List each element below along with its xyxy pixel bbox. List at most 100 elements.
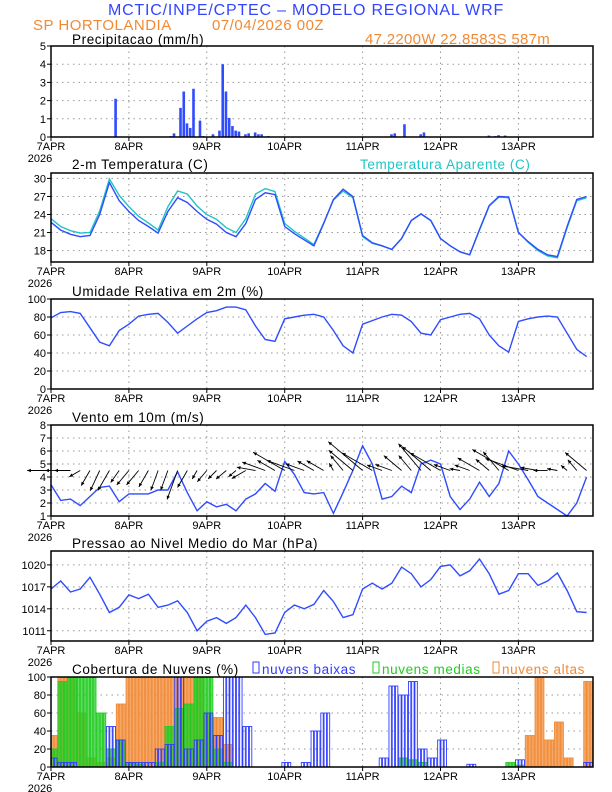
y-tick-label: 80 [34, 312, 46, 324]
x-tick-label: 10APR [267, 771, 302, 783]
high-cloud-bar [138, 676, 142, 768]
wind-title: Vento em 10m (m/s) [72, 410, 204, 425]
low-cloud-bar [385, 757, 389, 768]
high-cloud-bar [537, 676, 542, 768]
precip-bar [260, 134, 263, 137]
wind-arrow-head [285, 463, 290, 467]
high-cloud-bar [557, 721, 561, 768]
pressure-panel: 1011 1014 1017 1020 7APR 8APR 9APR 10APR 11APR 12… [22, 550, 594, 669]
high-cloud-bar [570, 757, 574, 768]
y-tick-label: 3 [40, 485, 46, 497]
high-clouds-legend-swatch [492, 661, 500, 674]
station-name: SP HORTOLANDIA [33, 17, 172, 34]
y-tick-label: 5 [40, 459, 46, 471]
precip-frame [50, 45, 594, 138]
x-tick-label: 10APR [267, 520, 302, 532]
wind-arrow-head [197, 477, 201, 482]
x-tick-label: 10APR [267, 266, 302, 278]
y-tick-label: 60 [34, 330, 46, 342]
wind-arrow-head [231, 475, 236, 479]
wind-arrow [89, 470, 101, 491]
precip-bar [179, 107, 182, 137]
precip-bar [390, 134, 393, 137]
x-tick-label: 13APR [501, 393, 536, 405]
low-cloud-bar [411, 681, 415, 768]
y-tick-label: 30 [34, 173, 46, 185]
x-year-label: 2026 [28, 532, 52, 544]
wind-arrow [266, 460, 295, 471]
temp-line-1 [50, 177, 587, 259]
x-tick-label: 13APR [501, 520, 536, 532]
x-tick-label: 12APR [423, 771, 458, 783]
high-cloud-bar [524, 735, 529, 768]
wind-arrow-head [547, 467, 551, 471]
wind-arrow-head [565, 452, 569, 457]
x-tick-label: 12APR [423, 141, 458, 153]
low-cloud-bar [248, 726, 253, 768]
wind-arrow-head [330, 455, 335, 460]
wind-arrow-head [375, 464, 380, 468]
rh-panel: 0 20 40 60 80 100 7APR 8APR 9APR 10APR 11APR 12APR 1… [28, 294, 594, 417]
clouds-title: Cobertura de Nuvens (%) [72, 662, 239, 677]
precip-bar [237, 131, 241, 137]
wind-arrow-head [97, 486, 102, 491]
wind-arrow [328, 449, 354, 471]
low-cloud-bar [323, 712, 327, 768]
wind-frame [50, 424, 594, 517]
y-tick-label: 4 [40, 472, 46, 484]
precip-bar [257, 134, 260, 137]
x-year-label: 2026 [28, 153, 52, 165]
wind-arrow-head [328, 450, 333, 454]
low-cloud-bar [320, 712, 324, 768]
precip-bar [221, 64, 225, 137]
wind-arrow [457, 457, 480, 471]
wind-arrow [383, 455, 402, 471]
wind-arrow-head [567, 459, 572, 464]
x-tick-label: 8APR [115, 771, 144, 783]
wind-arrow-head [561, 465, 565, 469]
clouds-frame [50, 676, 594, 768]
low-cloud-bar [232, 676, 237, 768]
mid-cloud-bar [60, 681, 64, 768]
y-tick-label: 40 [34, 726, 46, 738]
low-cloud-bar [382, 757, 386, 768]
high-cloud-bar [563, 757, 568, 768]
wind-arrow [166, 470, 179, 500]
wind-arrow [398, 443, 422, 471]
precip-bar [422, 132, 426, 137]
y-tick-label: 7 [40, 433, 46, 445]
low-cloud-bar [235, 676, 240, 768]
mid-cloud-bar [102, 712, 107, 768]
mid-cloud-bar [93, 676, 97, 768]
x-tick-label: 11APR [346, 771, 380, 783]
wind-arrow-head [483, 451, 487, 456]
wind-arrow-head [383, 455, 388, 460]
low-cloud-bar [242, 726, 246, 768]
wind-arrow-head [228, 473, 233, 477]
mid-cloud-bar [99, 712, 103, 768]
low-cloud-bar [440, 739, 444, 768]
low-cloud-bar [317, 730, 321, 768]
precip-bar [227, 117, 231, 137]
low-cloud-bar [245, 726, 249, 768]
y-tick-label: 2 [40, 96, 46, 108]
y-tick-label: 0 [40, 384, 46, 396]
temp-panel: 18 21 24 27 30 7APR 8APR 9APR 10APR 11APR 12APR 13A… [28, 172, 594, 290]
low-cloud-bar [407, 681, 412, 768]
wind-arrow-head [208, 475, 212, 479]
low-cloud-bar [443, 739, 447, 768]
wind-arrow [482, 451, 500, 471]
precip-bar [244, 134, 247, 137]
y-tick-label: 20 [34, 744, 46, 756]
precip-bar [182, 91, 186, 137]
wind-arrow-head [257, 460, 262, 464]
wind-arrow-head [328, 441, 333, 446]
x-tick-label: 13APR [501, 141, 536, 153]
wind-arrow-head [27, 468, 31, 473]
y-tick-label: 0 [40, 762, 46, 774]
wind-arrow-head [160, 486, 164, 491]
wind-arrow-head [81, 481, 85, 486]
wind-arrow-head [90, 486, 94, 491]
